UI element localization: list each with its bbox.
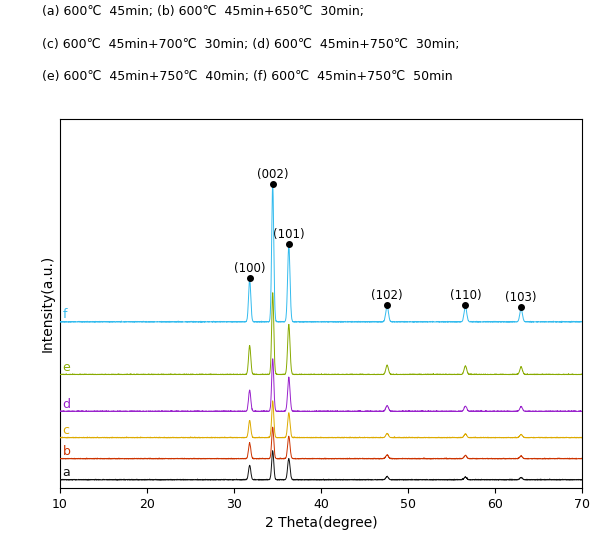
Text: (101): (101)	[273, 228, 305, 241]
Text: (002): (002)	[257, 167, 289, 180]
Text: (100): (100)	[234, 262, 265, 275]
Text: (a) 600℃  45min; (b) 600℃  45min+650℃  30min;: (a) 600℃ 45min; (b) 600℃ 45min+650℃ 30mi…	[42, 5, 364, 18]
Y-axis label: Intensity(a.u.): Intensity(a.u.)	[40, 255, 55, 352]
Text: e: e	[62, 361, 70, 374]
Text: d: d	[62, 398, 71, 411]
Text: (103): (103)	[505, 291, 537, 304]
Text: b: b	[62, 445, 70, 458]
Text: (e) 600℃  45min+750℃  40min; (f) 600℃  45min+750℃  50min: (e) 600℃ 45min+750℃ 40min; (f) 600℃ 45mi…	[42, 70, 452, 83]
Text: (102): (102)	[371, 288, 403, 301]
Text: f: f	[62, 308, 67, 321]
Text: c: c	[62, 424, 70, 437]
Text: (110): (110)	[449, 289, 481, 302]
Text: (c) 600℃  45min+700℃  30min; (d) 600℃  45min+750℃  30min;: (c) 600℃ 45min+700℃ 30min; (d) 600℃ 45mi…	[42, 38, 460, 51]
Text: a: a	[62, 466, 70, 479]
X-axis label: 2 Theta(degree): 2 Theta(degree)	[265, 516, 377, 530]
